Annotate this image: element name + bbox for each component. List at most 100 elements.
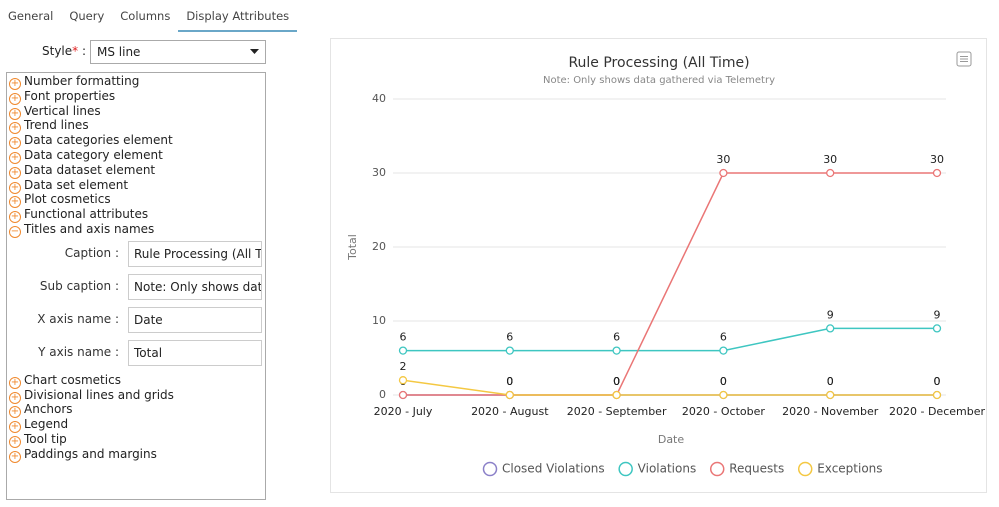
tree-item[interactable]: + Data category element [9, 148, 163, 164]
tree-item[interactable]: + Legend [9, 417, 68, 434]
style-label: Style* : [42, 44, 86, 58]
text-input[interactable]: Note: Only shows data [128, 273, 262, 300]
tab[interactable]: Query [69, 9, 105, 23]
text-input[interactable]: Date [128, 306, 262, 333]
legend-label[interactable]: Closed Violations [502, 462, 605, 476]
expand-icon[interactable]: + [9, 137, 21, 150]
data-point [398, 346, 408, 355]
chart-title: Rule Processing (All Time) [568, 55, 749, 71]
tree-item[interactable]: + Anchors [9, 402, 73, 419]
y-tick-label: 0 [379, 388, 386, 401]
data-point [932, 324, 942, 333]
tab[interactable]: Columns [120, 9, 171, 23]
expand-icon[interactable]: + [9, 92, 21, 105]
expand-icon[interactable]: + [9, 211, 21, 224]
data-label: 0 [934, 375, 941, 388]
expand-icon[interactable]: + [9, 196, 21, 209]
y-tick-label: 30 [372, 166, 386, 179]
tree-item[interactable]: + Number formatting [9, 74, 140, 90]
label-text: Style [42, 44, 73, 58]
tree-item[interactable]: + Trend lines [9, 118, 89, 135]
tree-item[interactable]: + Tool tip [9, 432, 67, 448]
data-label: 2 [400, 360, 407, 373]
data-label: 0 [720, 375, 727, 388]
legend-marker [482, 461, 498, 477]
data-label: 0 [827, 375, 834, 388]
expand-icon[interactable]: − [9, 226, 21, 238]
y-tick-label: 20 [372, 240, 386, 253]
expand-icon[interactable]: + [9, 406, 21, 419]
field-label: Sub caption : [39, 278, 119, 293]
data-point [826, 390, 835, 400]
field-label: Caption : [64, 245, 119, 260]
x-tick-label: 2020 - July [374, 405, 433, 418]
data-label: 6 [720, 331, 727, 344]
expand-icon[interactable]: + [9, 376, 21, 389]
expand-icon[interactable]: + [9, 122, 21, 135]
tab[interactable]: General [8, 9, 54, 23]
tree-item[interactable]: + Paddings and margins [9, 446, 157, 463]
tab[interactable]: Display Attributes [178, 6, 298, 32]
data-label: 0 [506, 375, 513, 388]
tree-item[interactable]: + Font properties [9, 88, 116, 105]
item-label: Data category element [24, 148, 163, 162]
item-label: Data set element [24, 177, 129, 192]
tree-item[interactable]: − Titles and axis names [9, 222, 154, 238]
series-line [402, 379, 937, 396]
y-tick-label: 10 [372, 314, 386, 327]
expand-icon[interactable]: + [9, 181, 21, 194]
data-label: 30 [823, 153, 837, 166]
tree-item[interactable]: + Data categories element [9, 133, 173, 150]
data-point [932, 390, 942, 400]
y-tick-label: 40 [372, 92, 386, 105]
expand-icon[interactable]: + [9, 78, 21, 90]
legend-label[interactable]: Violations [638, 462, 697, 476]
y-axis-title: Total [346, 234, 359, 261]
text-input[interactable]: Total [128, 339, 262, 366]
tree-item[interactable]: + Chart cosmetics [9, 373, 121, 389]
expand-icon[interactable]: + [9, 421, 21, 434]
tree-item[interactable]: + Divisional lines and grids [9, 388, 174, 404]
required-mark: * [72, 44, 79, 58]
data-label: 0 [827, 375, 834, 388]
data-label: 6 [506, 331, 513, 344]
field-label: X axis name : [37, 311, 119, 326]
tree-item[interactable]: + Functional attributes [9, 207, 149, 224]
tree-item[interactable]: + Plot cosmetics [9, 192, 111, 209]
tree-item[interactable]: + Data dataset element [9, 163, 155, 179]
item-label: Functional attributes [24, 207, 149, 222]
data-label: 0 [506, 375, 513, 388]
tree-item[interactable]: + Data set element [9, 177, 129, 194]
expand-icon[interactable]: + [9, 450, 21, 463]
attribute-tree: + Number formatting + Font properties + Verti… [6, 72, 266, 500]
data-point [398, 376, 408, 385]
data-label: 6 [613, 331, 620, 344]
data-point [719, 168, 728, 178]
item-label: Paddings and margins [24, 446, 157, 461]
legend-marker [618, 461, 633, 477]
legend-label[interactable]: Requests [729, 462, 784, 476]
separator: : [81, 44, 87, 58]
series-line [403, 327, 937, 352]
legend-label[interactable]: Exceptions [817, 462, 882, 476]
data-label: 0 [934, 375, 941, 388]
item-label: Number formatting [24, 74, 140, 88]
expand-icon[interactable]: + [9, 436, 21, 448]
legend-marker [797, 461, 813, 477]
style-select[interactable]: MS line [90, 40, 266, 64]
expand-icon[interactable]: + [9, 152, 21, 164]
chart: Rule Processing (All Time) Note: Only sh… [346, 51, 985, 477]
data-point [826, 324, 835, 333]
expand-icon[interactable]: + [9, 107, 21, 120]
menu-button[interactable] [956, 51, 972, 67]
data-point [398, 390, 408, 400]
data-label: 0 [613, 375, 620, 388]
data-point [719, 390, 728, 400]
tree-item[interactable]: + Vertical lines [9, 104, 101, 120]
data-point [826, 168, 835, 178]
text-input[interactable]: Rule Processing (All Tim [128, 240, 262, 267]
expand-icon[interactable]: + [9, 166, 21, 179]
expand-icon[interactable]: + [9, 391, 21, 404]
item-label: Font properties [24, 88, 116, 103]
